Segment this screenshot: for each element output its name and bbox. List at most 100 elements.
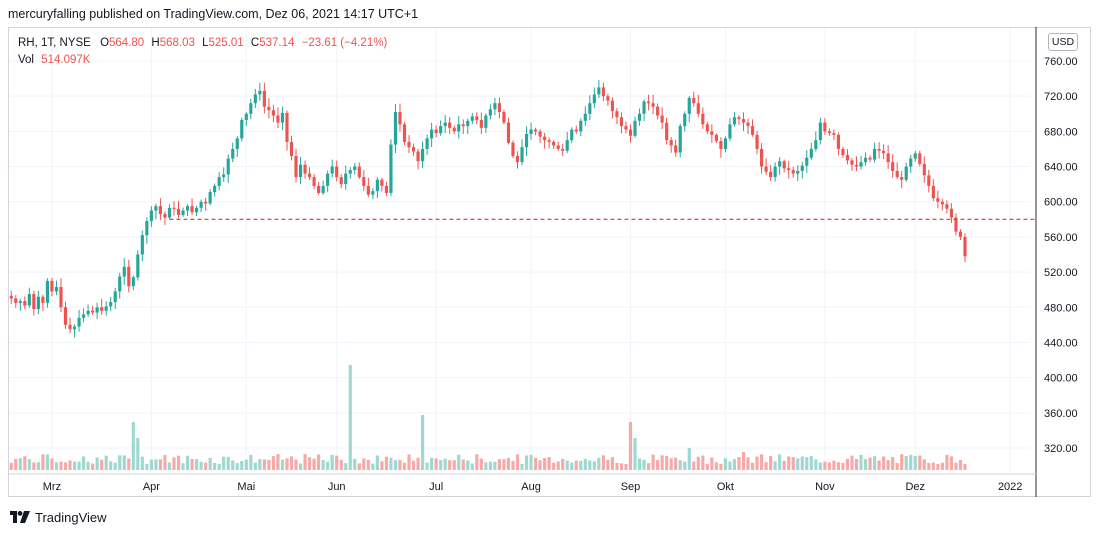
x-tick-label: 2022 bbox=[998, 481, 1022, 493]
volume-bar bbox=[506, 457, 511, 470]
volume-bar bbox=[651, 454, 655, 470]
volume-bar bbox=[574, 460, 578, 470]
volume-bar bbox=[769, 456, 773, 470]
volume-bar bbox=[81, 456, 86, 470]
candle-body bbox=[904, 166, 908, 180]
volume-bar bbox=[163, 455, 167, 470]
volume-bar bbox=[244, 459, 248, 470]
candle-body bbox=[484, 115, 488, 128]
volume-bar bbox=[95, 457, 99, 470]
candle-body bbox=[461, 124, 465, 127]
candle-body bbox=[280, 112, 285, 123]
candle-body bbox=[538, 131, 542, 137]
volume-bar bbox=[371, 463, 375, 470]
candle-body bbox=[945, 204, 949, 209]
currency-button[interactable]: USD bbox=[1048, 33, 1078, 51]
candle-body bbox=[678, 126, 682, 153]
volume-bar bbox=[588, 460, 592, 470]
candle-body bbox=[533, 129, 538, 132]
volume-label: Vol bbox=[18, 54, 34, 66]
candle-body bbox=[375, 179, 379, 192]
candle-body bbox=[543, 136, 547, 141]
candle-body bbox=[927, 175, 931, 186]
volume-bar bbox=[253, 462, 257, 470]
volume-bar bbox=[136, 438, 140, 470]
candle-body bbox=[339, 177, 343, 185]
candle-body bbox=[732, 117, 737, 125]
candle-body bbox=[289, 141, 294, 156]
candle-body bbox=[891, 162, 895, 171]
candle-body bbox=[298, 164, 303, 178]
candle-body bbox=[669, 140, 673, 146]
volume-bar bbox=[222, 456, 226, 470]
volume-bar bbox=[854, 458, 859, 470]
candle-body bbox=[854, 164, 859, 167]
volume-bar bbox=[235, 463, 239, 470]
volume-bar bbox=[601, 455, 605, 470]
candle-body bbox=[900, 177, 904, 180]
candle-body bbox=[276, 115, 280, 123]
volume-bar bbox=[705, 463, 709, 470]
volume-bar bbox=[683, 461, 687, 470]
candle-body bbox=[624, 126, 628, 130]
volume-bar bbox=[836, 462, 841, 470]
volume-bar bbox=[931, 462, 935, 470]
high-value: 568.03 bbox=[159, 37, 195, 49]
volume-bar bbox=[303, 454, 307, 470]
candle-body bbox=[457, 124, 461, 132]
candle-body bbox=[872, 148, 877, 160]
candle-body bbox=[249, 103, 253, 114]
volume-bar bbox=[154, 459, 158, 470]
candle-body bbox=[109, 301, 113, 307]
volume-bar bbox=[533, 457, 538, 470]
volume-bar bbox=[701, 455, 705, 470]
candle-body bbox=[27, 294, 31, 306]
candle-body bbox=[615, 111, 619, 118]
candle-body bbox=[750, 126, 755, 135]
volume-bar bbox=[271, 456, 276, 470]
candle-body bbox=[466, 120, 470, 127]
volume-bar bbox=[407, 454, 411, 470]
tradingview-logo[interactable]: TradingView bbox=[10, 508, 107, 526]
volume-bar bbox=[118, 455, 122, 470]
candle-body bbox=[782, 161, 786, 169]
candle-body bbox=[190, 206, 194, 213]
volume-bar bbox=[823, 461, 827, 470]
candle-body bbox=[321, 185, 325, 193]
volume-bar bbox=[913, 456, 917, 470]
chart-pane[interactable] bbox=[8, 27, 1091, 497]
candle-body bbox=[741, 119, 746, 123]
volume-bar bbox=[145, 463, 149, 470]
volume-bar bbox=[809, 456, 813, 470]
candle-body bbox=[863, 157, 868, 163]
volume-bar bbox=[552, 462, 556, 470]
candle-body bbox=[909, 158, 913, 167]
volume-bar bbox=[479, 458, 483, 470]
candle-body bbox=[882, 150, 886, 154]
candle-body bbox=[520, 147, 524, 163]
x-tick-label: Mrz bbox=[43, 481, 61, 493]
candle-body bbox=[9, 295, 13, 299]
volume-bar bbox=[949, 456, 954, 470]
volume-bar bbox=[217, 463, 221, 470]
candle-body bbox=[185, 206, 190, 211]
volume-bar bbox=[475, 454, 479, 470]
volume-bar bbox=[692, 461, 696, 470]
volume-bar bbox=[592, 461, 596, 470]
x-tick-label: Jun bbox=[328, 481, 346, 493]
volume-bar bbox=[859, 454, 863, 470]
symbol-info: RH, 1T, NYSE bbox=[18, 37, 91, 49]
candle-body bbox=[68, 324, 72, 330]
volume-bar bbox=[565, 460, 569, 470]
candle-body bbox=[701, 113, 705, 125]
volume-bar bbox=[732, 459, 737, 470]
candle-body bbox=[217, 177, 221, 186]
candle-body bbox=[886, 153, 890, 163]
candle-body bbox=[425, 138, 429, 149]
candle-body bbox=[353, 166, 357, 171]
volume-bar bbox=[538, 460, 542, 470]
volume-bar bbox=[77, 461, 81, 470]
volume-bar bbox=[687, 448, 691, 470]
volume-bar bbox=[208, 457, 212, 470]
